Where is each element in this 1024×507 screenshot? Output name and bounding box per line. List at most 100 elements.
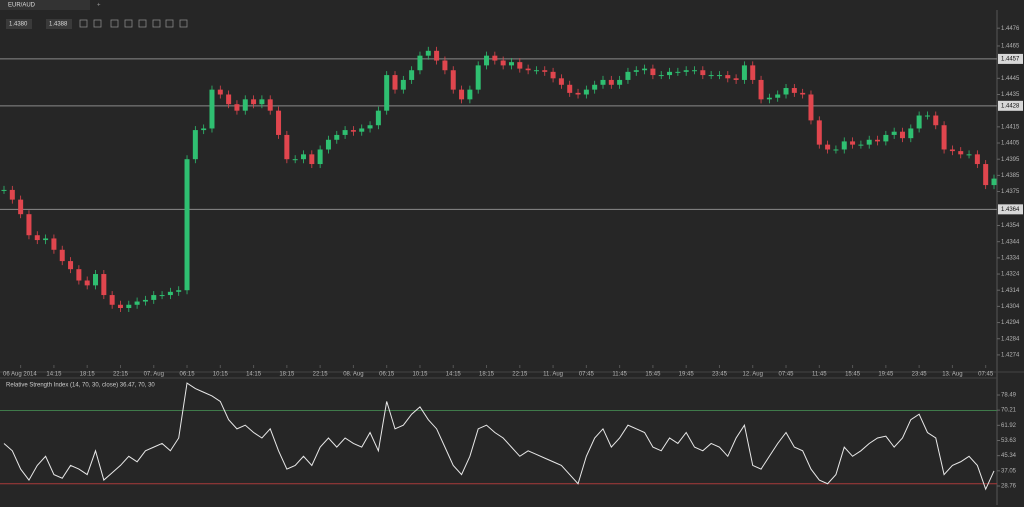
candle	[367, 125, 373, 129]
candle	[26, 214, 32, 236]
candle	[18, 199, 24, 215]
candle	[459, 89, 465, 100]
candle	[68, 261, 74, 270]
candle	[866, 139, 872, 145]
candle	[758, 79, 764, 100]
level-label: 1.4364	[1001, 207, 1020, 213]
candle	[375, 110, 381, 126]
candle	[525, 68, 531, 71]
candle	[242, 99, 248, 111]
rsi-line	[3, 382, 995, 491]
candle	[409, 70, 415, 80]
candle	[841, 141, 847, 150]
x-tick-label: 19:45	[878, 372, 894, 378]
candle	[733, 78, 739, 80]
x-tick-label: 15:45	[645, 372, 661, 378]
ask-box[interactable]	[46, 19, 72, 29]
candle	[309, 154, 315, 165]
candle	[434, 50, 440, 61]
candle	[384, 75, 390, 111]
candle	[442, 60, 448, 71]
candle	[300, 154, 306, 160]
candle	[833, 149, 839, 151]
x-tick-label: 14:15	[446, 372, 462, 378]
y-tick-label: 1.4314	[1001, 288, 1020, 294]
candle	[974, 154, 980, 165]
x-tick-label: 07. Aug	[144, 372, 164, 378]
y-tick-label: 1.4385	[1001, 173, 1020, 179]
candle	[883, 134, 889, 142]
candle	[692, 70, 698, 72]
y-tick-label: 61.92	[1001, 423, 1017, 429]
tool-icon[interactable]	[79, 19, 88, 28]
tool-icon[interactable]	[110, 19, 119, 28]
level-label-box	[998, 204, 1023, 215]
candle	[109, 295, 115, 305]
bid-box[interactable]	[6, 19, 32, 29]
candle	[151, 295, 157, 300]
x-tick-label: 11. Aug	[543, 372, 563, 378]
candle	[184, 159, 190, 291]
candle	[608, 79, 614, 85]
candle	[908, 128, 914, 139]
tool-icon[interactable]	[138, 19, 147, 28]
x-tick-label: 08. Aug	[343, 372, 363, 378]
candle	[417, 55, 423, 71]
tool-icon[interactable]	[165, 19, 174, 28]
y-tick-label: 1.4284	[1001, 336, 1020, 342]
candle	[983, 164, 989, 186]
candle	[508, 62, 514, 66]
candle	[958, 151, 964, 155]
candle	[359, 128, 365, 132]
y-tick-label: 37.05	[1001, 468, 1017, 474]
candle	[625, 71, 631, 80]
candle	[350, 130, 356, 132]
candle	[467, 89, 473, 100]
candle	[708, 75, 714, 77]
candle	[34, 235, 40, 241]
candle	[783, 88, 789, 95]
add-tab[interactable]: +	[97, 3, 101, 9]
candle	[517, 62, 523, 69]
x-tick-label: 22:15	[512, 372, 528, 378]
candle	[750, 65, 756, 80]
tab[interactable]	[0, 0, 90, 10]
candle	[84, 280, 90, 286]
candle	[292, 159, 298, 161]
candle	[933, 115, 939, 126]
tool-icon[interactable]	[124, 19, 133, 28]
tool-icon[interactable]	[152, 19, 161, 28]
candle	[276, 110, 282, 135]
x-tick-label: 06 Aug 2014	[3, 372, 37, 378]
candle	[633, 70, 639, 72]
x-tick-label: 13. Aug	[942, 372, 962, 378]
candle	[226, 94, 232, 105]
candle	[533, 70, 539, 72]
tool-icon[interactable]	[93, 19, 102, 28]
y-tick-label: 1.4334	[1001, 255, 1020, 261]
candle	[700, 70, 706, 76]
x-tick-label: 23:45	[912, 372, 928, 378]
x-tick-label: 22:15	[113, 372, 129, 378]
candle	[59, 249, 65, 262]
candle	[492, 55, 498, 61]
symbol-tab: EUR/AUD	[8, 3, 36, 9]
x-tick-label: 10:15	[213, 372, 229, 378]
candle	[558, 78, 564, 85]
candle	[1, 189, 7, 191]
y-tick-label: 1.4445	[1001, 76, 1020, 82]
candle	[251, 99, 257, 105]
candle	[76, 269, 82, 281]
level-label-box	[998, 53, 1023, 64]
y-tick-label: 1.4465	[1001, 44, 1020, 50]
y-tick-label: 1.4476	[1001, 26, 1020, 32]
candle	[808, 94, 814, 121]
x-tick-label: 14:15	[246, 372, 262, 378]
candle	[234, 104, 240, 111]
tool-icon[interactable]	[179, 19, 188, 28]
x-tick-label: 12. Aug	[743, 372, 763, 378]
x-tick-label: 19:45	[679, 372, 695, 378]
candle	[43, 238, 49, 241]
